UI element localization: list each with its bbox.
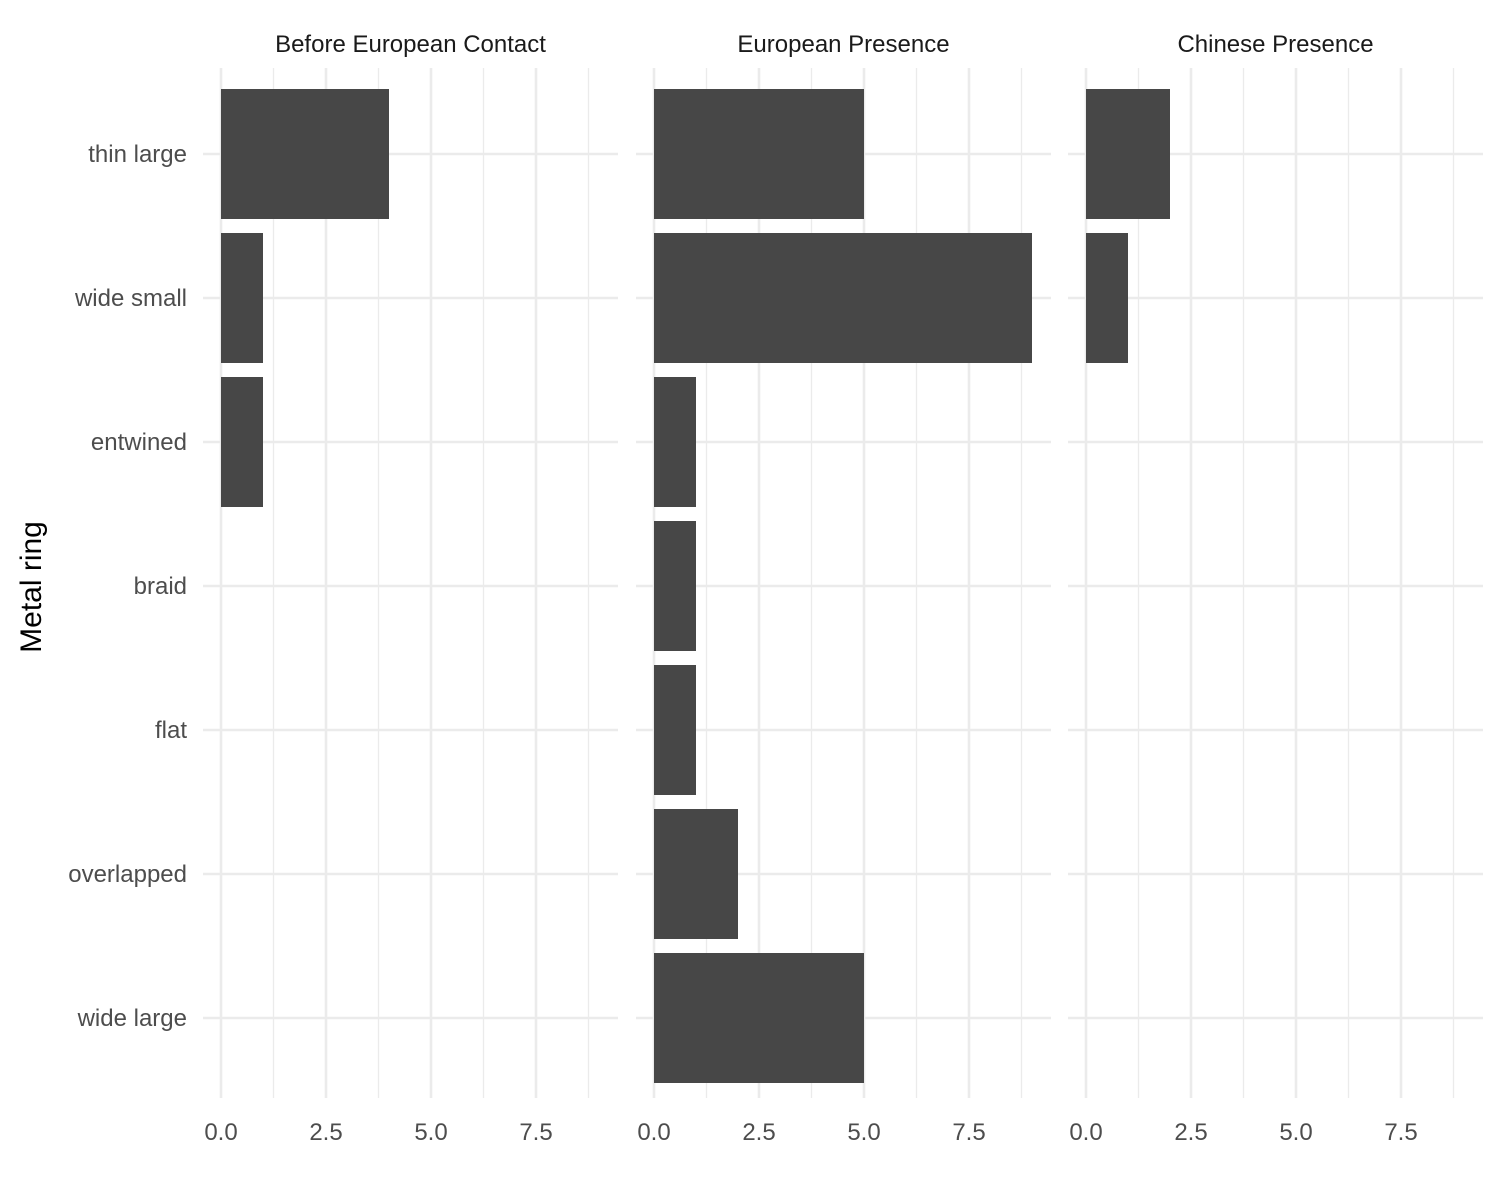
x-tick-label: 5.0 — [414, 1119, 447, 1146]
bar — [221, 233, 263, 363]
category-label: wide small — [74, 285, 187, 312]
bar — [654, 521, 696, 651]
x-tick-label: 5.0 — [1279, 1119, 1312, 1146]
bar — [221, 89, 389, 219]
facet-title: European Presence — [737, 31, 949, 58]
x-tick-label: 0.0 — [204, 1119, 237, 1146]
bar — [221, 377, 263, 507]
x-tick-label: 0.0 — [1069, 1119, 1102, 1146]
x-tick-label: 2.5 — [309, 1119, 342, 1146]
bar — [654, 665, 696, 795]
facet-panel: Before European Contact 0.0 2.5 5.0 7.5 — [203, 31, 618, 1146]
x-tick-label: 7.5 — [952, 1119, 985, 1146]
x-tick-label: 0.0 — [637, 1119, 670, 1146]
bar — [654, 809, 738, 939]
bar — [654, 233, 1032, 363]
x-tick-label: 5.0 — [847, 1119, 880, 1146]
bar — [654, 377, 696, 507]
bar — [654, 89, 864, 219]
x-tick-label: 2.5 — [1174, 1119, 1207, 1146]
category-labels: thin large wide small entwined braid flat ove… — [68, 141, 187, 1032]
bar — [1086, 233, 1128, 363]
y-axis-title: Metal ring — [15, 521, 48, 653]
x-tick-label: 2.5 — [742, 1119, 775, 1146]
facet-panel: Chinese Presence 0.0 2.5 5.0 7.5 — [1068, 31, 1483, 1146]
category-label: wide large — [77, 1005, 187, 1032]
facet-title: Before European Contact — [275, 31, 546, 58]
facet-panel: European Presence 0.0 2.5 5.0 7.5 — [636, 31, 1051, 1146]
bar — [1086, 89, 1170, 219]
bar — [654, 953, 864, 1083]
facet-title: Chinese Presence — [1177, 31, 1373, 58]
category-label: flat — [155, 717, 187, 744]
x-tick-label: 7.5 — [519, 1119, 552, 1146]
category-label: braid — [134, 573, 187, 600]
x-tick-label: 7.5 — [1384, 1119, 1417, 1146]
category-label: thin large — [88, 141, 187, 168]
facet-panels: thin large wide small entwined braid flat ove… — [68, 31, 1483, 1146]
category-label: overlapped — [68, 861, 187, 888]
category-label: entwined — [91, 429, 187, 456]
